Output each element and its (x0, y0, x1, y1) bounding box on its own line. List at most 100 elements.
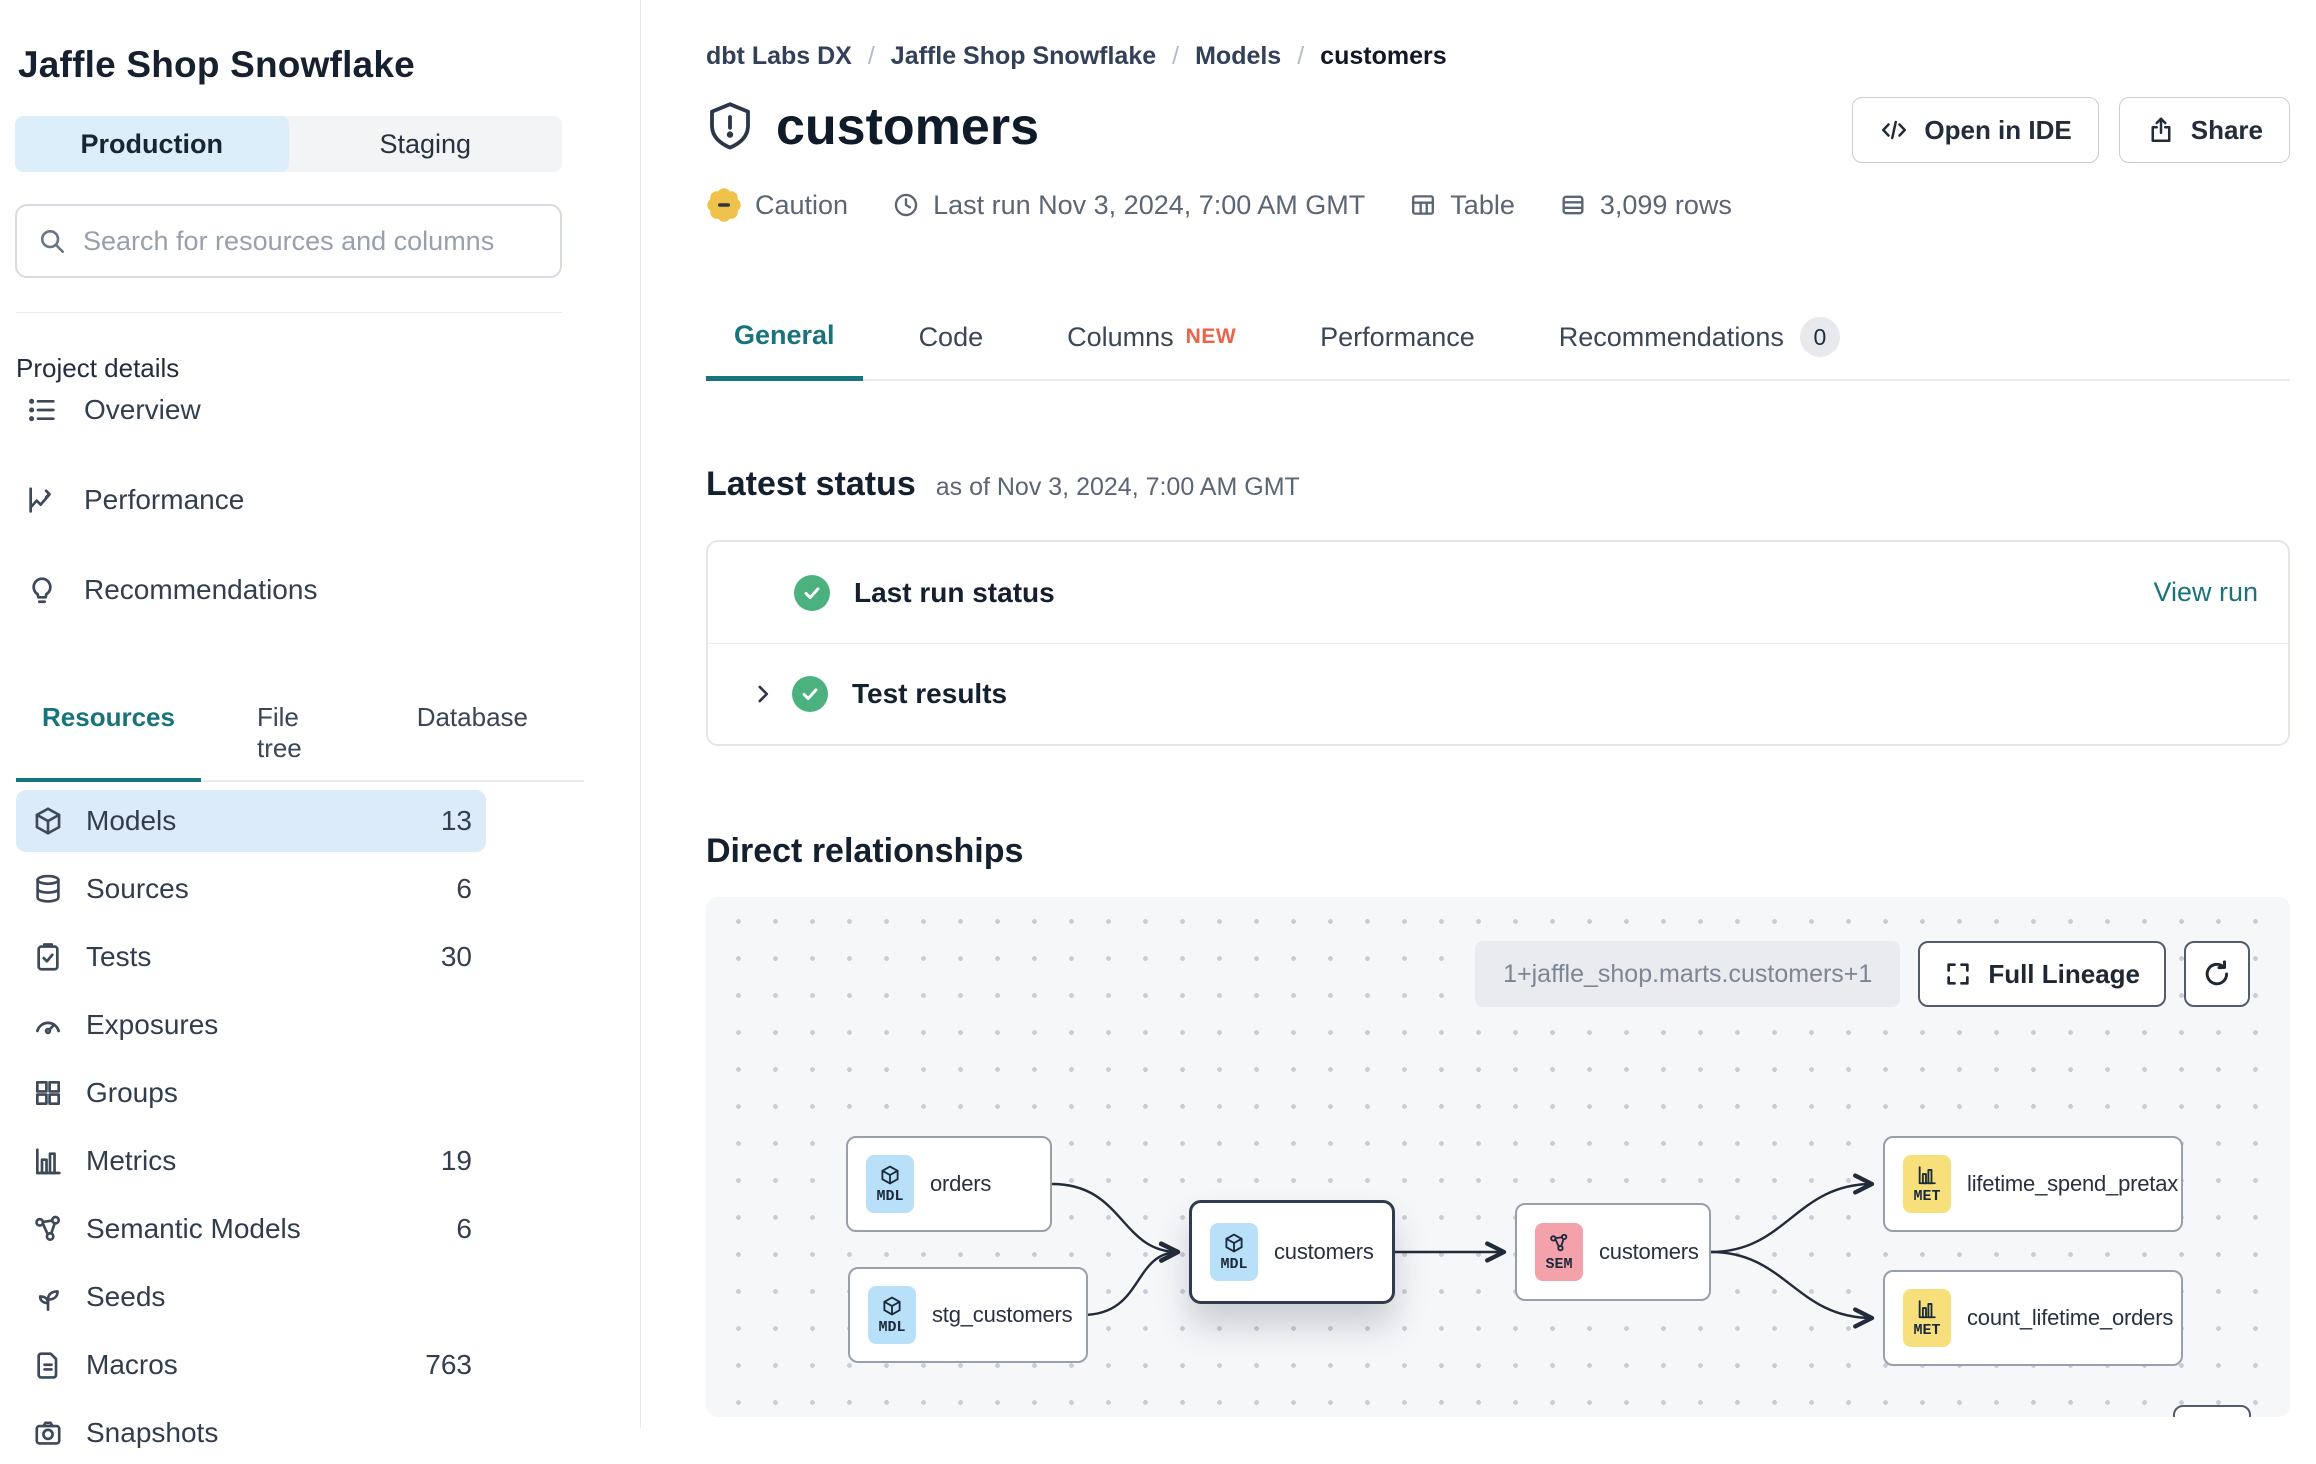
sidebar-item-performance[interactable]: Performance (26, 474, 640, 526)
resource-label: Metrics (86, 1145, 177, 1176)
node-label: customers (1274, 1239, 1374, 1264)
breadcrumb-models[interactable]: Models (1195, 42, 1282, 70)
sidebar-item-macros[interactable]: Macros 763 (16, 1334, 486, 1396)
resource-list: Models 13 Sources 6 Tests 30 Exposures G… (16, 790, 486, 1464)
sidebar-item-semantic-models[interactable]: Semantic Models 6 (16, 1198, 486, 1260)
tab-performance[interactable]: Performance (1320, 321, 1475, 352)
lineage-zoom-control[interactable] (2173, 1405, 2251, 1417)
resource-label: Macros (86, 1349, 178, 1380)
page-header: customers Open in IDE Share (706, 97, 2290, 163)
sidebar-item-seeds[interactable]: Seeds (16, 1266, 486, 1328)
metric-badge: MET (1903, 1289, 1951, 1347)
lineage-node-customers-model[interactable]: MDL customers (1189, 1200, 1395, 1304)
materialization-label: Table (1450, 189, 1515, 220)
share-button[interactable]: Share (2118, 97, 2290, 163)
open-in-ide-button[interactable]: Open in IDE (1852, 97, 2099, 163)
project-details-label: Project details (16, 353, 180, 383)
view-run-link[interactable]: View run (2153, 577, 2258, 607)
sidebar: Jaffle Shop Snowflake Production Staging… (0, 0, 641, 1448)
success-check-icon (792, 676, 828, 712)
model-meta-row: Caution Last run Nov 3, 2024, 7:00 AM GM… (706, 187, 2290, 223)
list-icon (26, 394, 58, 426)
health-status: Caution (706, 187, 848, 223)
sidebar-item-recommendations[interactable]: Recommendations (26, 564, 640, 616)
lineage-node-lifetime-spend-pretax[interactable]: MET lifetime_spend_pretax (1883, 1136, 2183, 1232)
search-box[interactable] (15, 204, 562, 278)
lineage-canvas[interactable]: 1+jaffle_shop.marts.customers+1 Full Lin… (706, 897, 2290, 1417)
environment-toggle: Production Staging (15, 116, 562, 172)
search-icon (37, 226, 67, 256)
breadcrumb: dbt Labs DX / Jaffle Shop Snowflake / Mo… (706, 42, 2290, 71)
node-label: orders (930, 1171, 992, 1196)
lineage-selector-pill: 1+jaffle_shop.marts.customers+1 (1475, 941, 1901, 1007)
gauge-icon (32, 1009, 64, 1041)
sidebar-item-label: Recommendations (84, 574, 318, 605)
database-icon (32, 873, 64, 905)
last-run-label: Last run Nov 3, 2024, 7:00 AM GMT (933, 189, 1366, 220)
sidebar-item-exposures[interactable]: Exposures (16, 994, 486, 1056)
sidebar-item-tests[interactable]: Tests 30 (16, 926, 486, 988)
tab-file-tree[interactable]: File tree (256, 702, 302, 763)
lineage-node-customers-semantic[interactable]: SEM customers (1515, 1203, 1711, 1301)
row-count-label: 3,099 rows (1599, 189, 1732, 220)
refresh-button[interactable] (2184, 941, 2250, 1007)
share-icon (2146, 115, 2176, 145)
breadcrumb-separator: / (867, 42, 875, 70)
trend-chart-icon (26, 484, 58, 516)
tab-code[interactable]: Code (918, 321, 984, 352)
model-badge: MDL (1210, 1223, 1258, 1281)
tab-general[interactable]: General (706, 317, 863, 381)
breadcrumb-project[interactable]: Jaffle Shop Snowflake (890, 42, 1157, 70)
staging-toggle-button[interactable]: Staging (379, 128, 472, 159)
tab-resources[interactable]: Resources (16, 702, 201, 782)
main-content: dbt Labs DX / Jaffle Shop Snowflake / Mo… (641, 0, 2316, 1428)
expand-icon (1944, 960, 1972, 988)
breadcrumb-account[interactable]: dbt Labs DX (706, 42, 852, 70)
sidebar-divider (16, 312, 562, 313)
lineage-node-orders[interactable]: MDL orders (846, 1136, 1052, 1232)
sidebar-item-groups[interactable]: Groups (16, 1062, 486, 1124)
caution-badge-icon (706, 187, 742, 223)
node-label: stg_customers (932, 1302, 1073, 1327)
node-label: lifetime_spend_pretax (1967, 1171, 2179, 1196)
document-icon (32, 1349, 64, 1381)
lightbulb-icon (26, 574, 58, 606)
test-results-label: Test results (852, 678, 1008, 709)
full-lineage-label: Full Lineage (1988, 958, 2140, 989)
sidebar-item-models[interactable]: Models 13 (16, 790, 486, 852)
resource-label: Snapshots (86, 1417, 219, 1448)
lineage-controls: 1+jaffle_shop.marts.customers+1 Full Lin… (1475, 941, 2250, 1007)
open-in-ide-label: Open in IDE (1924, 114, 2072, 145)
full-lineage-button[interactable]: Full Lineage (1918, 941, 2166, 1007)
tab-database[interactable]: Database (416, 702, 528, 732)
resource-count: 6 (456, 873, 472, 904)
last-run-info: Last run Nov 3, 2024, 7:00 AM GMT (892, 190, 1365, 221)
model-tabs: General Code Columns NEW Performance Reco… (706, 317, 2290, 381)
lineage-node-count-lifetime-orders[interactable]: MET count_lifetime_orders (1883, 1270, 2183, 1366)
refresh-icon (2201, 958, 2233, 990)
tab-columns[interactable]: Columns NEW (1067, 321, 1237, 352)
latest-status-title: Latest status (706, 465, 916, 503)
resource-count: 19 (440, 1145, 472, 1176)
sidebar-item-snapshots[interactable]: Snapshots (16, 1402, 486, 1464)
resource-label: Models (86, 805, 177, 836)
sidebar-item-metrics[interactable]: Metrics 19 (16, 1130, 486, 1192)
resource-count: 6 (456, 1213, 472, 1244)
semantic-model-badge: SEM (1535, 1223, 1583, 1281)
share-label: Share (2190, 114, 2263, 145)
sidebar-item-overview[interactable]: Overview (26, 384, 640, 436)
chevron-right-icon[interactable] (750, 681, 776, 707)
grid-icon (32, 1077, 64, 1109)
last-run-status-label: Last run status (854, 576, 1055, 608)
node-label: count_lifetime_orders (1967, 1305, 2174, 1330)
metric-badge: MET (1903, 1155, 1951, 1213)
tab-recommendations[interactable]: Recommendations 0 (1531, 317, 1868, 379)
test-results-row[interactable]: Test results (708, 643, 2288, 744)
sidebar-item-sources[interactable]: Sources 6 (16, 858, 486, 920)
search-input[interactable] (83, 225, 540, 257)
breadcrumb-separator: / (1297, 42, 1305, 70)
latest-status-timestamp: as of Nov 3, 2024, 7:00 AM GMT (935, 473, 1300, 501)
clock-icon (892, 191, 920, 219)
production-toggle-button[interactable]: Production (15, 116, 289, 172)
lineage-node-stg-customers[interactable]: MDL stg_customers (848, 1267, 1088, 1363)
